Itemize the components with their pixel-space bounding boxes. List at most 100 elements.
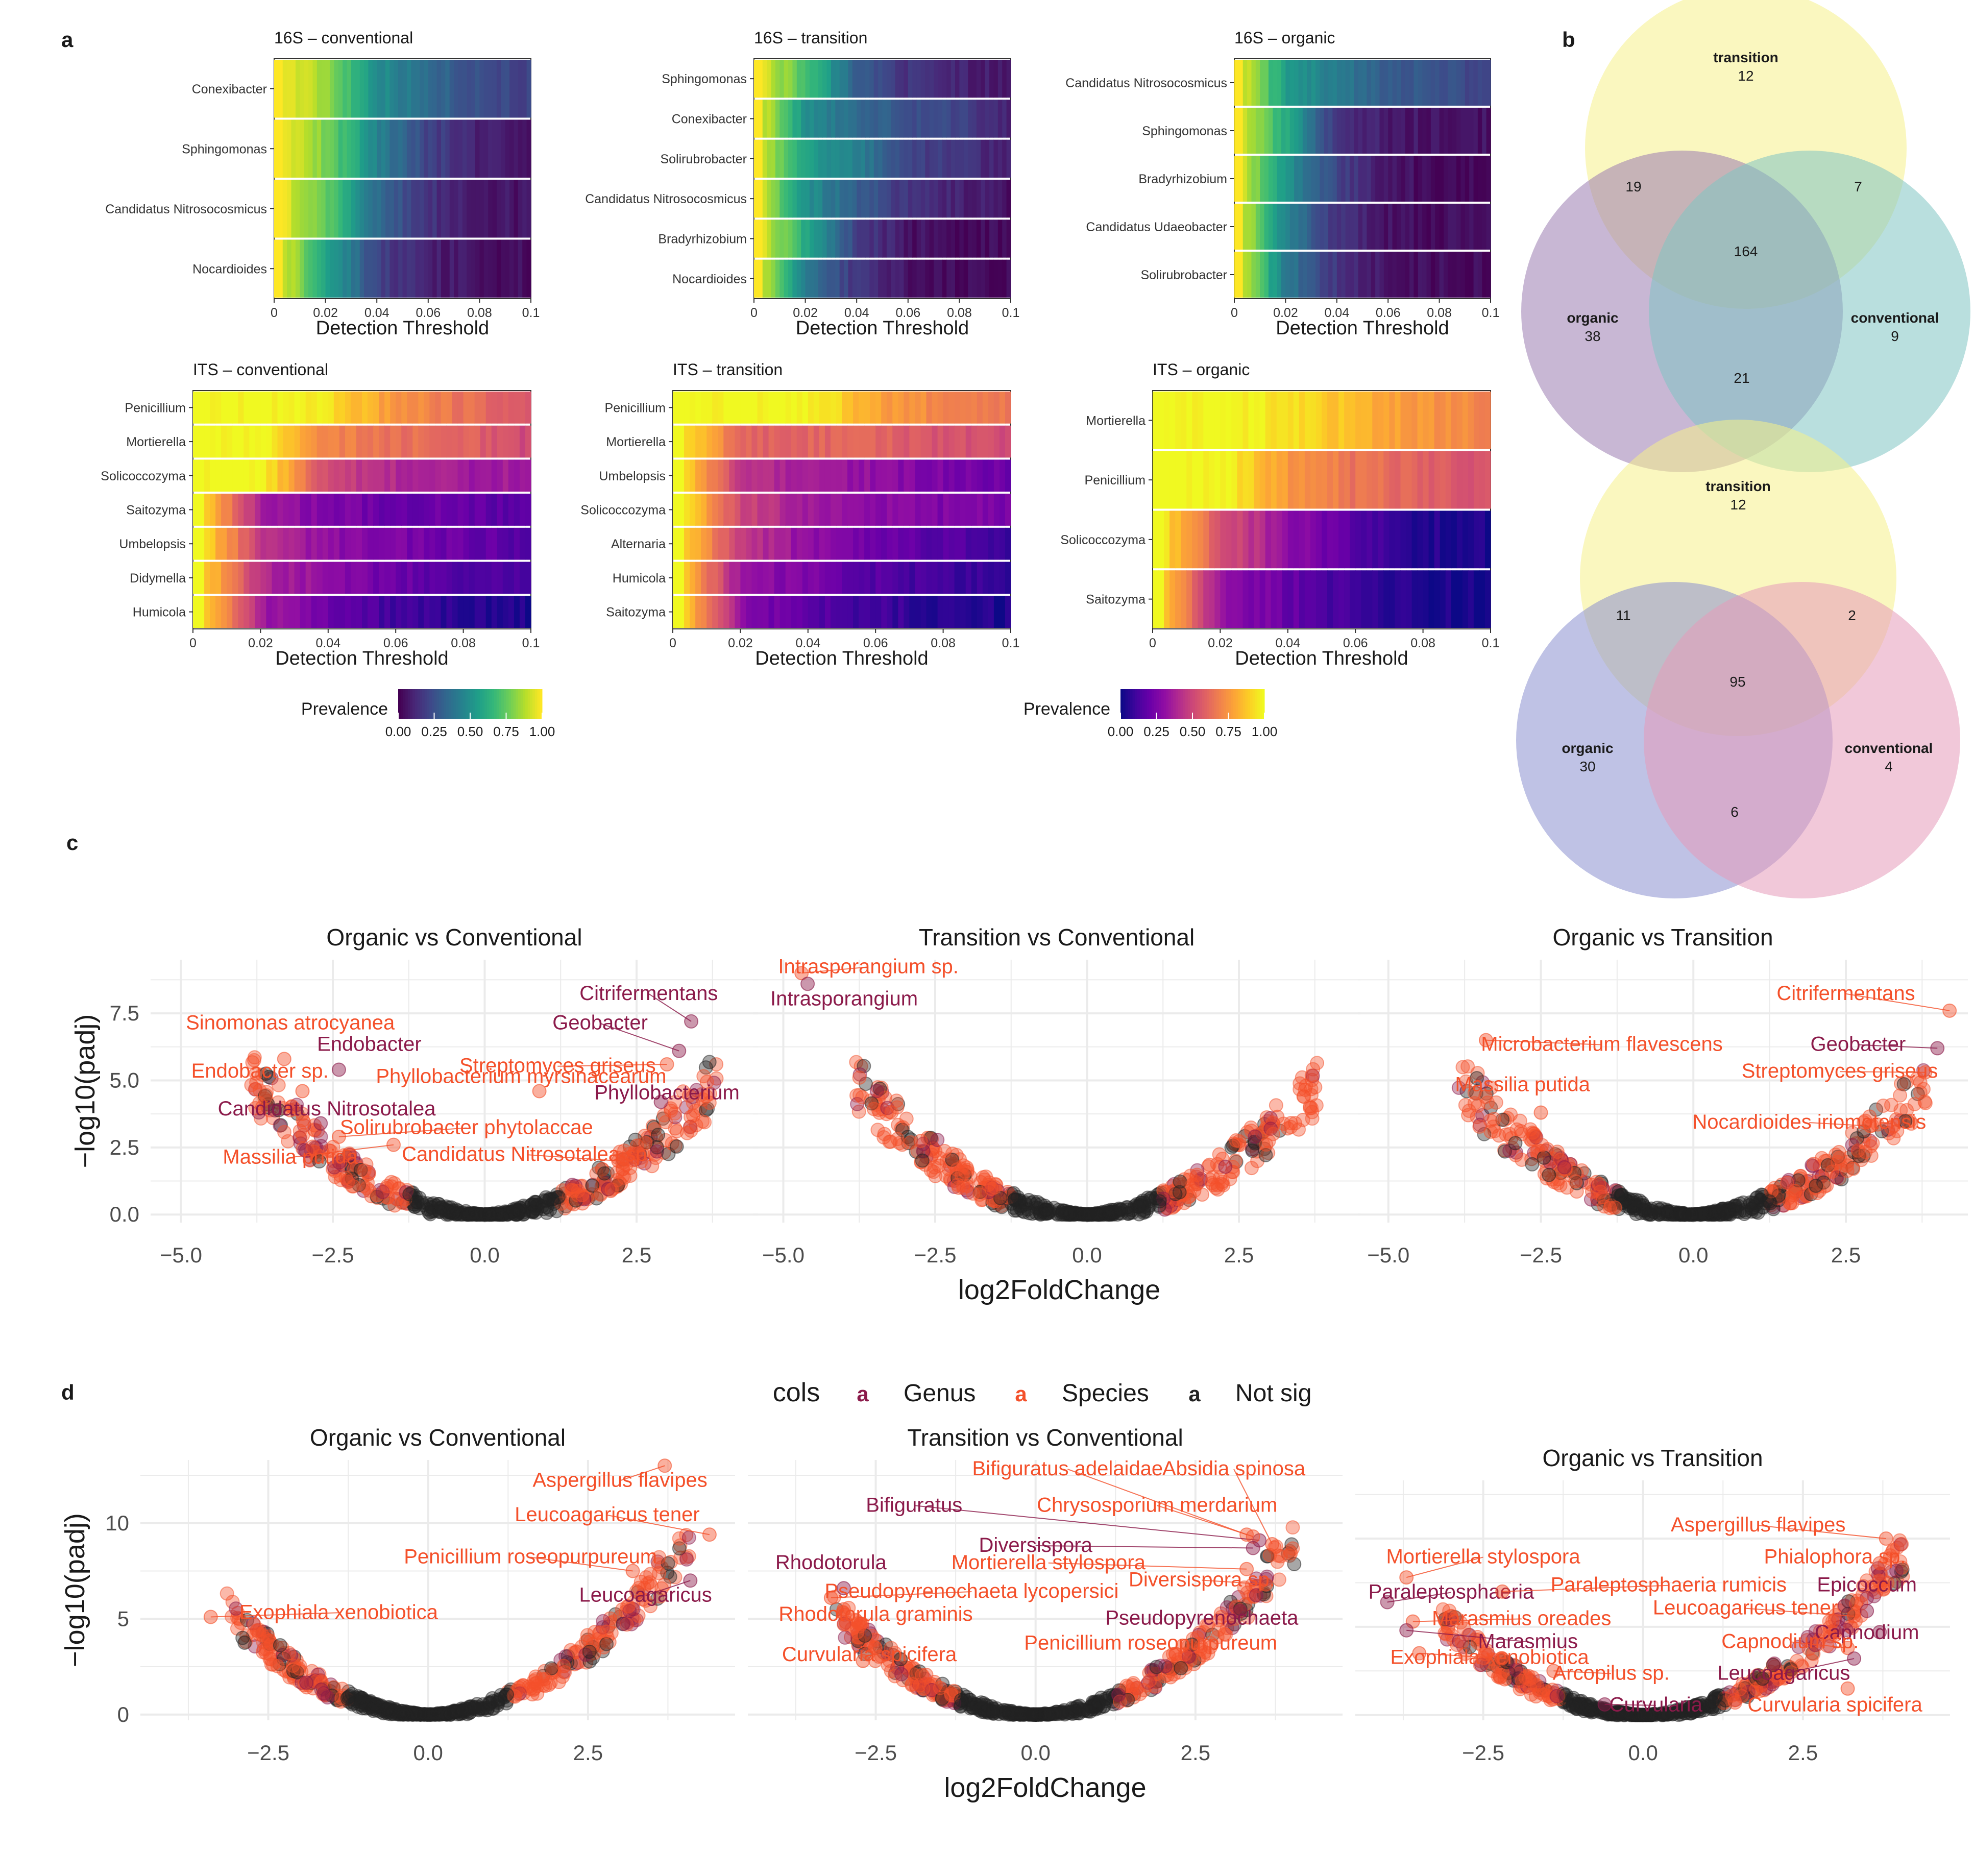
x-tick-label: −5.0 [1367,1243,1409,1267]
heatmap-cell [1302,108,1307,154]
x-tick-label: 0.1 [522,306,540,320]
x-tick-label: −2.5 [312,1243,354,1267]
heatmap-cell [684,459,690,492]
heatmap-cell [801,60,806,98]
x-tick-label: 2.5 [573,1741,603,1765]
y-tick-label: Saitozyma [1086,593,1146,607]
heatmap-cell [300,459,306,492]
heatmap-cell [929,60,934,98]
heatmap-cell [1406,392,1412,449]
colorbar-tick-label: 0.50 [1180,724,1206,739]
heatmap-cell [802,596,809,628]
heatmap-cell [1469,204,1474,250]
heatmap-cell [690,459,696,492]
heatmap-cell [1214,570,1221,628]
heatmap-cell [1422,60,1427,106]
volcano-point-sig [566,1184,580,1199]
colorbar-step [1180,689,1183,719]
heatmap-cell [381,180,386,238]
heatmap-cell [215,425,222,458]
heatmap-cell [232,562,238,594]
volcano-point-sig [1304,1068,1319,1083]
heatmap-cell [746,425,752,458]
colorbar-step [424,689,427,719]
heatmap-cell [723,392,729,424]
heatmap-cell [519,562,526,594]
heatmap-cell [1181,451,1187,509]
heatmap-cell [909,494,916,526]
heatmap-cell [1379,204,1384,250]
heatmap-cell [467,60,472,118]
heatmap-cell [1307,156,1312,202]
colorbar-step [1242,689,1246,719]
heatmap-cell [909,596,916,628]
heatmap-cell [1426,252,1431,298]
heatmap-cell [1333,392,1339,449]
heatmap-cell [1324,252,1329,298]
heatmap-cell [379,392,385,424]
heatmap-cell [312,119,318,178]
y-tick-label: Penicillium [605,401,666,415]
heatmap-cell [852,259,857,298]
heatmap-cell [1354,60,1359,106]
heatmap-cell [1237,392,1244,449]
heatmap-cell [519,459,526,492]
heatmap-cell [1248,451,1255,509]
heatmap-cell [920,139,925,178]
heatmap-cell [1254,451,1260,509]
panel-label-a: a [61,28,74,52]
heatmap-cell [864,494,870,526]
heatmap-cell [227,562,233,594]
heatmap-cell [779,392,786,424]
heatmap-cell [1005,459,1011,492]
heatmap-cell [1293,451,1300,509]
heatmap-cell [1378,451,1384,509]
venn-set-name: organic [1567,310,1618,326]
heatmap-cell [779,100,785,138]
colorbar-tick-label: 0.00 [385,724,411,739]
volcano-point-sig [337,1148,352,1163]
heatmap-cell [948,392,955,424]
heatmap-cell [1375,60,1380,106]
volcano-point-notsig [1623,1199,1638,1213]
heatmap-cell [999,562,1006,594]
heatmap-panel-0: 16S – conventionalConexibacterSphingomon… [105,29,540,339]
heatmap-cell [853,425,859,458]
heatmap-cell [822,100,827,138]
heatmap-cell [981,259,986,298]
heatmap-cell [853,459,859,492]
heatmap-cell [345,562,351,594]
heatmap-cell [754,139,759,178]
heatmap-cell [751,392,758,424]
heatmap-cell [1423,510,1429,569]
heatmap-cell [796,459,803,492]
heatmap-cell [333,459,340,492]
heatmap-cell [1428,570,1435,628]
colorbar-step [510,689,514,719]
heatmap-cell [977,527,983,560]
volcano-point-notsig [1525,1157,1540,1172]
heatmap-cell [412,392,419,424]
heatmap-cell [870,596,876,628]
heatmap-cell [1299,392,1305,449]
heatmap-cell [1439,60,1444,106]
volcano-point-notsig [258,1089,273,1104]
colorbar-step [448,689,451,719]
volcano-point-notsig [479,1207,494,1222]
heatmap-cell [1293,392,1300,449]
heatmap-cell [497,527,503,560]
volcano-point-sig [890,1100,905,1115]
heatmap-cell [373,494,379,526]
heatmap-cell [508,494,515,526]
heatmap-cell [355,60,360,118]
colorbar-step [1233,689,1236,719]
volcano-point-sig [380,1179,395,1193]
heatmap-cell [898,596,904,628]
heatmap-cell [401,392,407,424]
heatmap-cell [514,596,520,628]
heatmap-cell [792,100,797,138]
heatmap-cell [390,494,396,526]
volcano-point-sig [601,1182,616,1197]
colorbar-step [427,689,430,719]
